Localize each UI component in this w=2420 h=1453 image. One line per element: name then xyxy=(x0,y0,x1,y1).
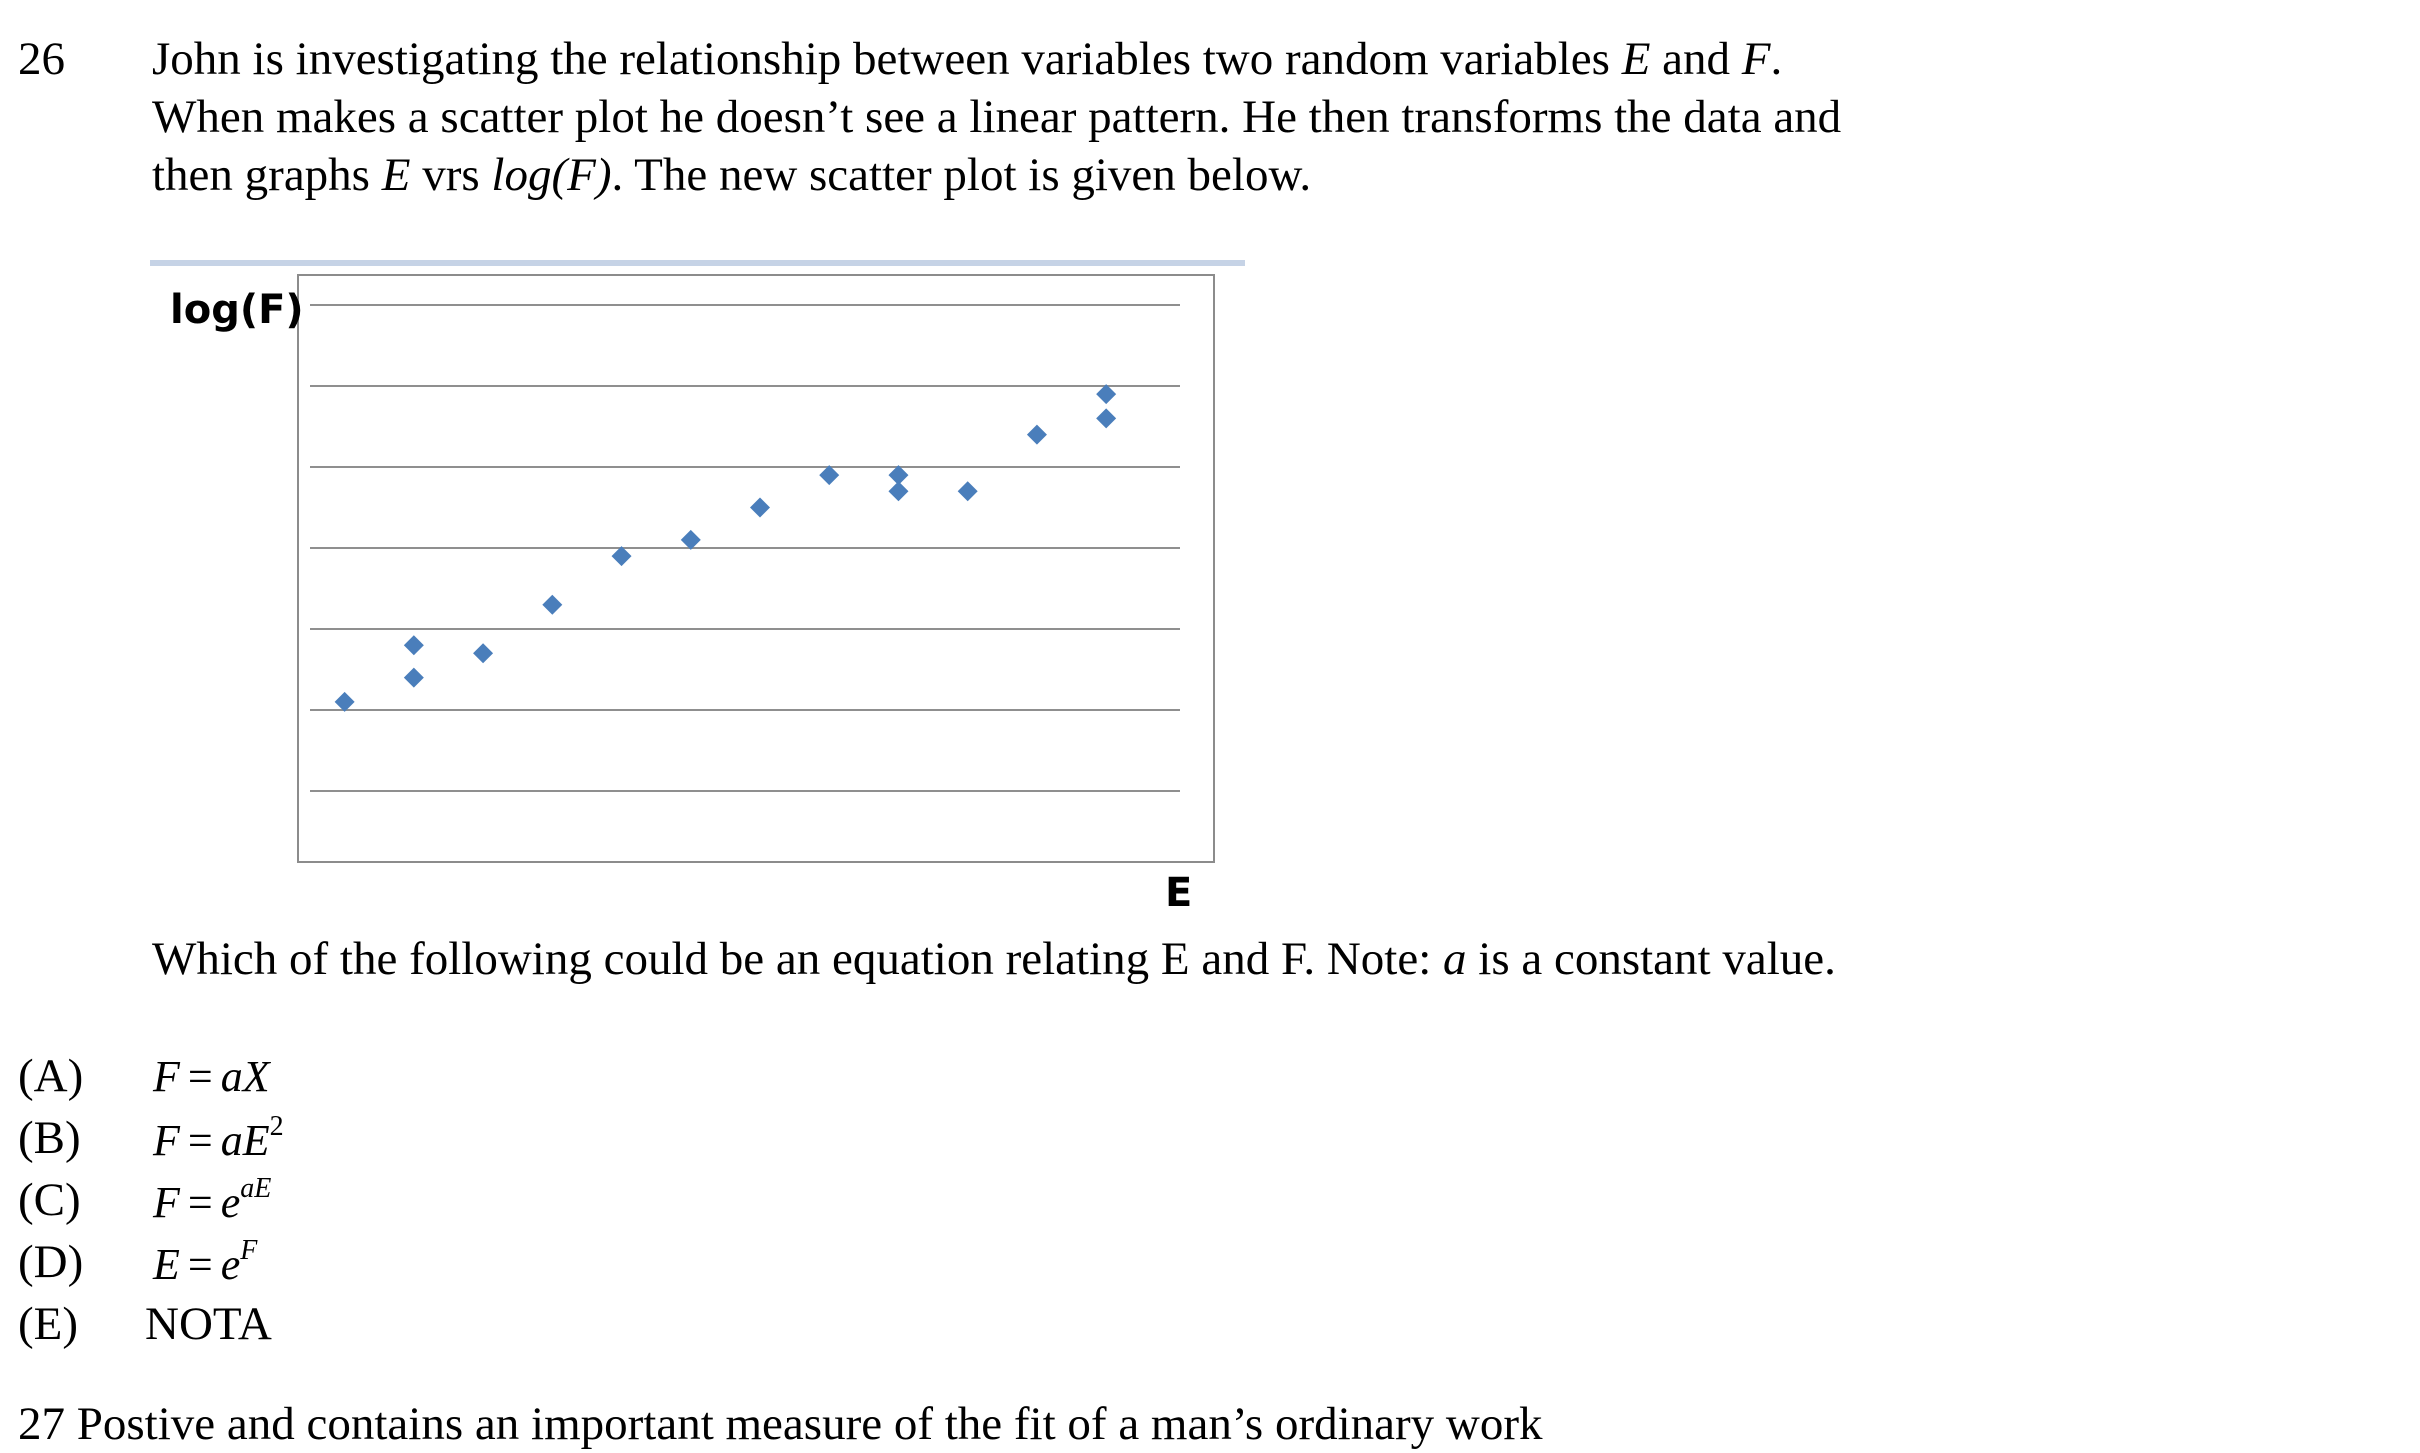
data-point xyxy=(403,667,424,688)
question-line-3-vrs: vrs xyxy=(410,149,492,201)
plot-area xyxy=(297,274,1215,863)
option-equation: F = aX xyxy=(153,1051,270,1102)
data-point xyxy=(888,465,909,486)
data-point xyxy=(1096,408,1117,429)
option-letter: (B) xyxy=(18,1112,81,1164)
variable-e-2: E xyxy=(381,149,411,201)
equation-lhs: F xyxy=(153,1177,180,1227)
equation-rhs: aE xyxy=(220,1115,270,1165)
equation-rhs: e xyxy=(220,1177,241,1227)
data-point xyxy=(750,497,770,518)
data-points xyxy=(334,384,1117,712)
answer-options: (A) F = aX (B) F = aE2 (C) F = eaE (D) E = eF (E… xyxy=(18,1045,284,1355)
option-letter: (A) xyxy=(18,1050,84,1102)
data-point xyxy=(473,643,494,664)
x-axis-label: E xyxy=(1165,870,1192,916)
option-equation: E = eF xyxy=(153,1235,257,1290)
gridlines xyxy=(310,304,1180,792)
data-point xyxy=(819,465,840,486)
equation-exponent: 2 xyxy=(269,1110,284,1142)
option-c: (C) F = eaE xyxy=(18,1169,284,1231)
equation-lhs: F xyxy=(153,1051,180,1101)
variable-f: F xyxy=(1741,33,1771,85)
option-letter: (C) xyxy=(18,1174,81,1226)
equation-rhs: e xyxy=(220,1239,241,1289)
variable-e: E xyxy=(1621,33,1651,85)
data-point xyxy=(542,594,563,615)
question-line-1-end: . xyxy=(1770,33,1783,85)
equation-lhs: E xyxy=(153,1239,180,1289)
equals-sign: = xyxy=(187,1051,213,1101)
option-text: NOTA xyxy=(145,1298,272,1350)
data-point xyxy=(957,481,978,502)
scatter-chart: log(F) E xyxy=(150,255,1250,935)
data-point xyxy=(1096,384,1117,405)
equation-exponent: aE xyxy=(240,1172,272,1204)
data-point xyxy=(334,691,355,712)
data-point xyxy=(680,529,701,550)
option-a: (A) F = aX xyxy=(18,1045,284,1107)
data-point xyxy=(403,635,424,656)
option-equation: F = eaE xyxy=(153,1173,271,1228)
option-b: (B) F = aE2 xyxy=(18,1107,284,1169)
page: { "question": { "number": "26", "line1_a… xyxy=(18,30,2352,1450)
equals-sign: = xyxy=(187,1115,213,1165)
question-text: John is investigating the relationship b… xyxy=(152,30,2352,204)
followup-text: Which of the following could be an equat… xyxy=(152,933,1444,985)
question-line-1-and: and xyxy=(1650,33,1742,85)
followup-question: Which of the following could be an equat… xyxy=(152,930,1836,988)
question-line-1-text: John is investigating the relationship b… xyxy=(152,33,1622,85)
option-letter: (D) xyxy=(18,1236,84,1288)
question-number: 26 xyxy=(18,33,65,85)
option-d: (D) E = eF xyxy=(18,1231,284,1293)
question-line-3: then graphs E vrs log(F). The new scatte… xyxy=(152,146,2352,204)
data-point xyxy=(1026,424,1047,445)
followup-end: is a constant value. xyxy=(1466,933,1836,985)
equals-sign: = xyxy=(187,1239,213,1289)
equation-lhs: F xyxy=(153,1115,180,1165)
equals-sign: = xyxy=(187,1177,213,1227)
option-equation: F = aE2 xyxy=(153,1111,284,1166)
next-question-partial: 27 Postive and contains an important mea… xyxy=(18,1398,1543,1450)
log-f-term: log(F) xyxy=(491,149,612,201)
option-e: (E) NOTA xyxy=(18,1293,284,1355)
constant-a: a xyxy=(1443,933,1467,985)
question-line-3-end: . The new scatter plot is given below. xyxy=(611,149,1312,201)
question-line-1: John is investigating the relationship b… xyxy=(152,30,2352,88)
data-point xyxy=(888,481,909,502)
y-axis-label: log(F) xyxy=(170,287,304,333)
option-letter: (E) xyxy=(18,1298,79,1350)
question-line-2: When makes a scatter plot he doesn’t see… xyxy=(152,91,1842,143)
data-point xyxy=(611,546,632,567)
equation-exponent: F xyxy=(240,1234,258,1266)
scatter-chart-svg: log(F) E xyxy=(150,260,1245,916)
equation-rhs: aX xyxy=(220,1051,270,1101)
question-line-3-text: then graphs xyxy=(152,149,382,201)
